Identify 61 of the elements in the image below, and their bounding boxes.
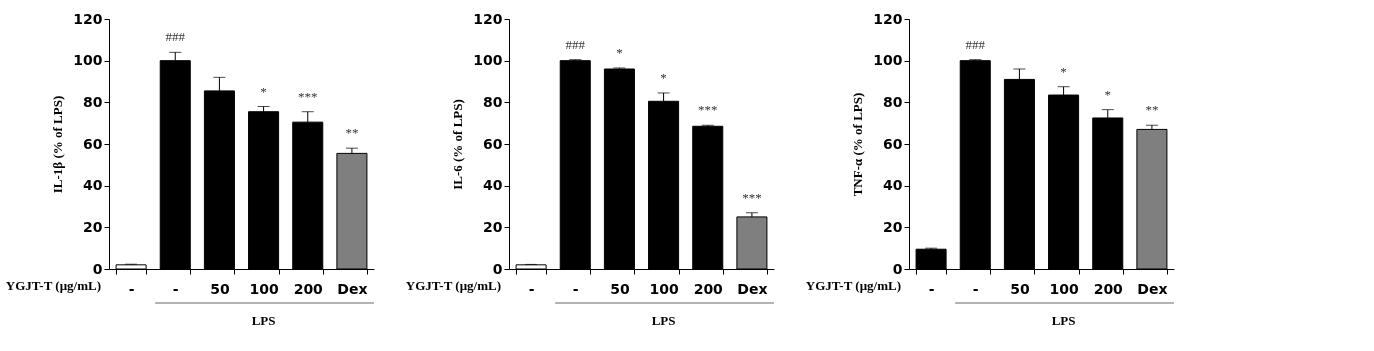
x-tick-label: Dex <box>737 280 768 297</box>
x-tick-label: 50 <box>610 280 630 297</box>
y-tick-label: 60 <box>883 135 903 152</box>
data-label: ** <box>345 125 359 141</box>
x-tick-label: 100 <box>249 280 279 297</box>
y-tick-label: 60 <box>83 135 103 152</box>
x-tick-label: 100 <box>1049 280 1079 297</box>
data-label: *** <box>298 88 318 104</box>
x-tick-label: 200 <box>293 280 324 297</box>
y-tick-label: 0 <box>92 260 103 277</box>
x-axis-title: YGJT-T (μg/mL) <box>405 278 501 293</box>
data-label: * <box>1060 63 1067 79</box>
x-tick-label: - <box>928 280 935 297</box>
y-tick-label: 120 <box>473 10 503 27</box>
y-tick-label: 80 <box>883 93 903 110</box>
x-tick-label: 50 <box>1010 280 1030 297</box>
y-tick-label: 100 <box>873 52 903 69</box>
data-label: * <box>616 44 623 60</box>
x-tick-label: - <box>572 280 579 297</box>
y-tick-label: 40 <box>83 177 103 194</box>
y-tick-label: 120 <box>873 10 903 27</box>
y-tick-label: 40 <box>483 177 503 194</box>
y-tick-label: 80 <box>83 93 103 110</box>
y-tick-label: 40 <box>883 177 903 194</box>
x-tick-label: - <box>528 280 535 297</box>
data-label: ### <box>165 29 186 45</box>
y-tick-label: 20 <box>83 218 103 235</box>
x-tick-label: 100 <box>649 280 679 297</box>
y-tick-label: 80 <box>483 93 503 110</box>
y-tick-label: 20 <box>483 218 503 235</box>
x-tick-label: 50 <box>210 280 230 297</box>
y-axis-title: IL-6 (% of LPS) <box>450 99 466 190</box>
data-label: * <box>1104 86 1111 102</box>
text: LPS <box>651 313 676 328</box>
x-tick-label: 200 <box>693 280 724 297</box>
y-axis-title: TNF-α (% of LPS) <box>850 92 866 197</box>
y-axis-title: IL-1β (% of LPS) <box>50 95 66 194</box>
x-tick-label: 200 <box>1093 280 1124 297</box>
y-tick-label: 0 <box>892 260 903 277</box>
y-tick-label: 120 <box>73 10 103 27</box>
data-label: *** <box>742 189 762 205</box>
y-tick-label: 0 <box>492 260 503 277</box>
text: LPS <box>1051 313 1076 328</box>
data-label: * <box>260 83 267 99</box>
y-tick-label: 60 <box>483 135 503 152</box>
data-label: ** <box>1145 102 1159 118</box>
text: LPS <box>251 313 276 328</box>
x-tick-label: - <box>128 280 135 297</box>
y-tick-label: 100 <box>73 52 103 69</box>
x-axis-title: YGJT-T (μg/mL) <box>805 278 901 293</box>
x-tick-label: Dex <box>337 280 368 297</box>
y-tick-label: 20 <box>883 218 903 235</box>
data-label: ### <box>965 36 986 52</box>
data-label: ### <box>565 36 586 52</box>
x-tick-label: - <box>972 280 979 297</box>
data-label: * <box>660 69 667 85</box>
y-tick-label: 100 <box>473 52 503 69</box>
x-axis-title: YGJT-T (μg/mL) <box>5 278 101 293</box>
data-label: *** <box>698 102 718 118</box>
x-tick-label: - <box>172 280 179 297</box>
x-tick-label: Dex <box>1137 280 1168 297</box>
